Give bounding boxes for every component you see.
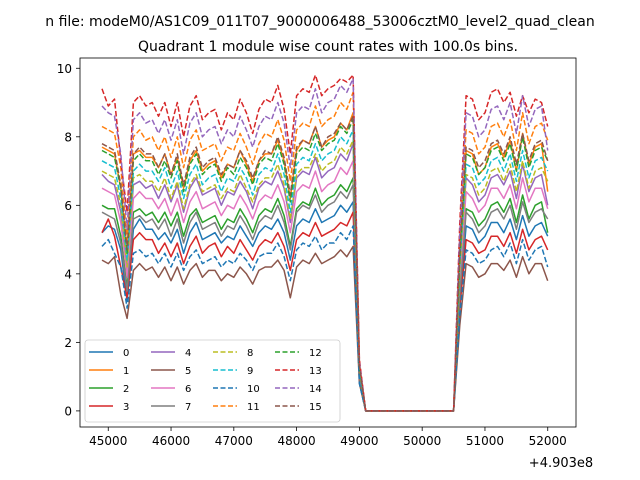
series-line-7 [101, 184, 549, 412]
series-line-10 [101, 225, 549, 412]
legend-box [84, 339, 341, 423]
x-tick-label: 47000 [215, 434, 253, 448]
series-line-12 [101, 118, 549, 412]
y-tick-label: 6 [64, 199, 72, 213]
series-line-11 [101, 91, 549, 412]
legend-label-9: 9 [247, 366, 253, 377]
legend-label-7: 7 [185, 402, 191, 413]
series-line-3 [101, 211, 549, 412]
x-tick-label: 52000 [529, 434, 567, 448]
y-tick-label: 10 [57, 62, 72, 76]
series-line-9 [101, 129, 549, 412]
series-line-15 [101, 115, 549, 412]
series-line-13 [101, 74, 549, 412]
legend-label-0: 0 [123, 348, 129, 359]
x-tick-label: 49000 [340, 434, 378, 448]
series-line-6 [101, 160, 549, 412]
y-tick-label: 4 [64, 267, 72, 281]
legend-label-6: 6 [185, 384, 191, 395]
plot-lines-group [101, 74, 549, 412]
legend-label-10: 10 [247, 384, 260, 395]
series-line-14 [101, 77, 549, 412]
legend-label-4: 4 [185, 348, 191, 359]
x-tick-label: 46000 [152, 434, 190, 448]
legend-label-13: 13 [309, 366, 322, 377]
x-tick-label: 50000 [403, 434, 441, 448]
y-axis: 0 2 4 6 8 10 [57, 62, 80, 418]
x-axis: 45000 46000 47000 48000 49000 50000 51000 52000 [89, 427, 567, 448]
legend-label-8: 8 [247, 348, 253, 359]
legend-label-3: 3 [123, 402, 129, 413]
series-line-2 [101, 177, 549, 412]
legend-label-15: 15 [309, 402, 322, 413]
x-tick-label: 45000 [89, 434, 127, 448]
series-line-8 [101, 139, 549, 412]
y-tick-label: 8 [64, 130, 72, 144]
series-line-4 [101, 142, 549, 412]
y-tick-label: 0 [64, 404, 72, 418]
x-tick-label: 48000 [278, 434, 316, 448]
legend-label-11: 11 [247, 402, 260, 413]
legend-label-12: 12 [309, 348, 322, 359]
chart-title: Quadrant 1 module wise count rates with … [138, 39, 518, 55]
legend-label-5: 5 [185, 366, 191, 377]
figure-suptitle: n file: modeM0/AS1C09_011T07_9000006488_… [45, 14, 594, 30]
legend-label-1: 1 [123, 366, 129, 377]
legend-label-14: 14 [309, 384, 322, 395]
series-line-5 [101, 245, 549, 412]
series-line-0 [101, 201, 549, 412]
legend-label-2: 2 [123, 384, 129, 395]
x-tick-label: 51000 [466, 434, 504, 448]
series-line-1 [101, 112, 549, 412]
y-tick-label: 2 [64, 336, 72, 350]
plot-frame [79, 57, 577, 428]
x-offset-label: +4.903e8 [529, 456, 593, 471]
